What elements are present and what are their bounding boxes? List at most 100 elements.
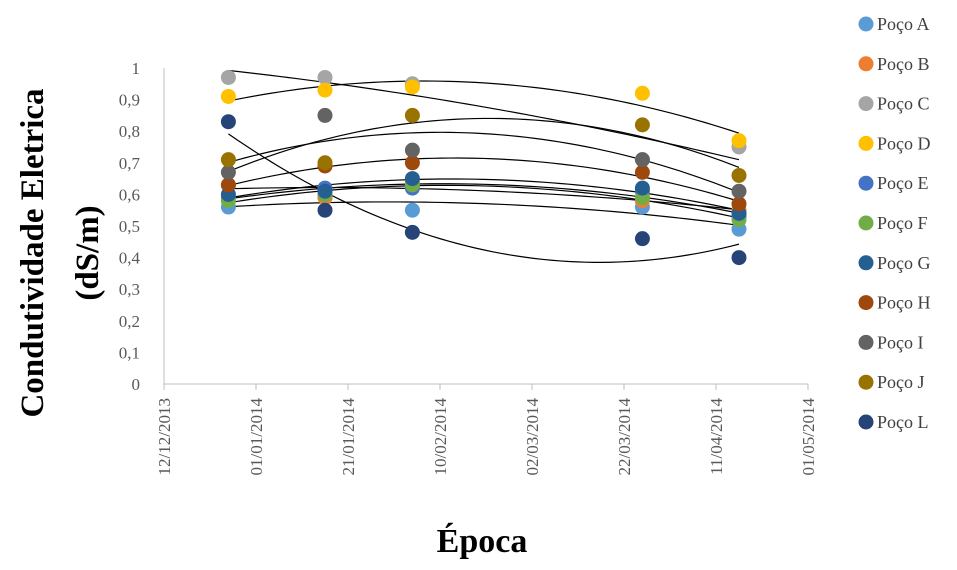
legend-label: Poço J	[877, 372, 925, 392]
data-point	[634, 152, 650, 168]
x-tick-label: 01/01/2014	[247, 398, 266, 476]
data-point	[317, 183, 333, 199]
data-point	[317, 82, 333, 98]
trendline	[228, 201, 740, 226]
data-point	[220, 114, 236, 130]
trendline	[228, 186, 740, 211]
legend-marker	[858, 295, 874, 311]
trendline	[228, 133, 740, 263]
x-tick-label: 02/03/2014	[523, 398, 542, 476]
data-point	[731, 183, 747, 199]
legend-label: Poço I	[877, 332, 924, 352]
data-points	[220, 69, 747, 266]
legend-marker	[858, 374, 874, 390]
y-tick-label: 0,3	[119, 280, 140, 299]
data-point	[404, 142, 420, 158]
legend-item: Poço I	[858, 332, 924, 352]
legend-item: Poço E	[858, 173, 929, 193]
legend-item: Poço G	[858, 253, 931, 273]
data-point	[404, 107, 420, 123]
legend-item: Poço J	[858, 372, 925, 392]
data-point	[220, 164, 236, 180]
legend-label: Poço G	[877, 253, 931, 273]
x-tick-label: 10/02/2014	[431, 398, 450, 476]
y-axis-title-line1: Condutividade Eletrica	[15, 88, 51, 417]
legend-item: Poço H	[858, 293, 931, 313]
trendline	[228, 69, 740, 161]
legend-label: Poço F	[877, 213, 928, 233]
data-point	[634, 85, 650, 101]
data-point	[220, 152, 236, 168]
x-tick-label: 11/04/2014	[707, 398, 726, 475]
legend-marker	[858, 56, 874, 72]
legend-label: Poço D	[877, 133, 931, 153]
y-tick-label: 0,9	[119, 91, 140, 110]
y-tick-label: 0,5	[119, 217, 140, 236]
data-point	[317, 155, 333, 171]
legend-label: Poço L	[877, 412, 929, 432]
legend-label: Poço C	[877, 94, 930, 114]
y-tick-label: 0,1	[119, 343, 140, 362]
trendline	[228, 157, 740, 202]
y-tick-label: 0,8	[119, 122, 140, 141]
y-tick-label: 0	[132, 375, 141, 394]
y-axis-title: Condutividade Eletrica (dS/m)	[15, 88, 106, 417]
trendline	[228, 117, 740, 173]
y-axis-title-line2: (dS/m)	[70, 205, 106, 300]
trendlines	[228, 69, 740, 263]
data-point	[731, 196, 747, 212]
data-point	[404, 224, 420, 240]
data-point	[404, 79, 420, 95]
data-point	[220, 88, 236, 104]
trendline	[228, 183, 740, 214]
data-point	[317, 107, 333, 123]
data-point	[220, 69, 236, 85]
data-point	[317, 202, 333, 218]
legend-marker	[858, 16, 874, 32]
data-point	[731, 133, 747, 149]
legend-marker	[858, 255, 874, 271]
y-tick-label: 0,4	[119, 249, 141, 268]
data-point	[404, 171, 420, 187]
legend-item: Poço A	[858, 14, 930, 34]
legend-marker	[858, 215, 874, 231]
x-tick-label: 21/01/2014	[339, 398, 358, 476]
legend-item: Poço L	[858, 412, 929, 432]
y-tick-label: 0,2	[119, 312, 140, 331]
legend-label: Poço B	[877, 54, 930, 74]
data-point	[731, 250, 747, 266]
x-tick-label: 22/03/2014	[615, 398, 634, 476]
y-tick-label: 1	[132, 59, 141, 78]
y-axis-tick-labels: 0 0,1 0,2 0,3 0,4 0,5 0,6 0,7 0,8 0,9 1	[119, 59, 141, 394]
legend-item: Poço C	[858, 94, 930, 114]
y-tick-label: 0,6	[119, 185, 140, 204]
trendline	[228, 131, 740, 193]
legend-label: Poço H	[877, 293, 931, 313]
data-point	[404, 202, 420, 218]
y-tick-label: 0,7	[119, 154, 141, 173]
x-axis-title: Época	[437, 523, 528, 560]
x-tick-label: 01/05/2014	[799, 398, 818, 476]
data-point	[404, 155, 420, 171]
legend-marker	[858, 175, 874, 191]
legend-marker	[858, 135, 874, 151]
data-point	[731, 167, 747, 183]
data-point	[634, 164, 650, 180]
data-point	[634, 180, 650, 196]
data-point	[634, 117, 650, 133]
legend-item: Poço D	[858, 133, 931, 153]
data-point	[220, 177, 236, 193]
x-tick-label: 12/12/2013	[155, 398, 174, 475]
legend-item: Poço B	[858, 54, 930, 74]
legend-marker	[858, 414, 874, 430]
legend-marker	[858, 96, 874, 112]
legend: Poço A Poço B Poço C Poço D Poço E Poço F Poço…	[858, 14, 931, 432]
trendline	[228, 184, 740, 219]
x-axis-tick-labels: 12/12/2013 01/01/2014 21/01/2014 10/02/2014…	[155, 384, 818, 475]
legend-marker	[858, 334, 874, 350]
data-point	[317, 69, 333, 85]
data-point	[634, 231, 650, 247]
trendline	[228, 178, 740, 211]
legend-label: Poço E	[877, 173, 929, 193]
